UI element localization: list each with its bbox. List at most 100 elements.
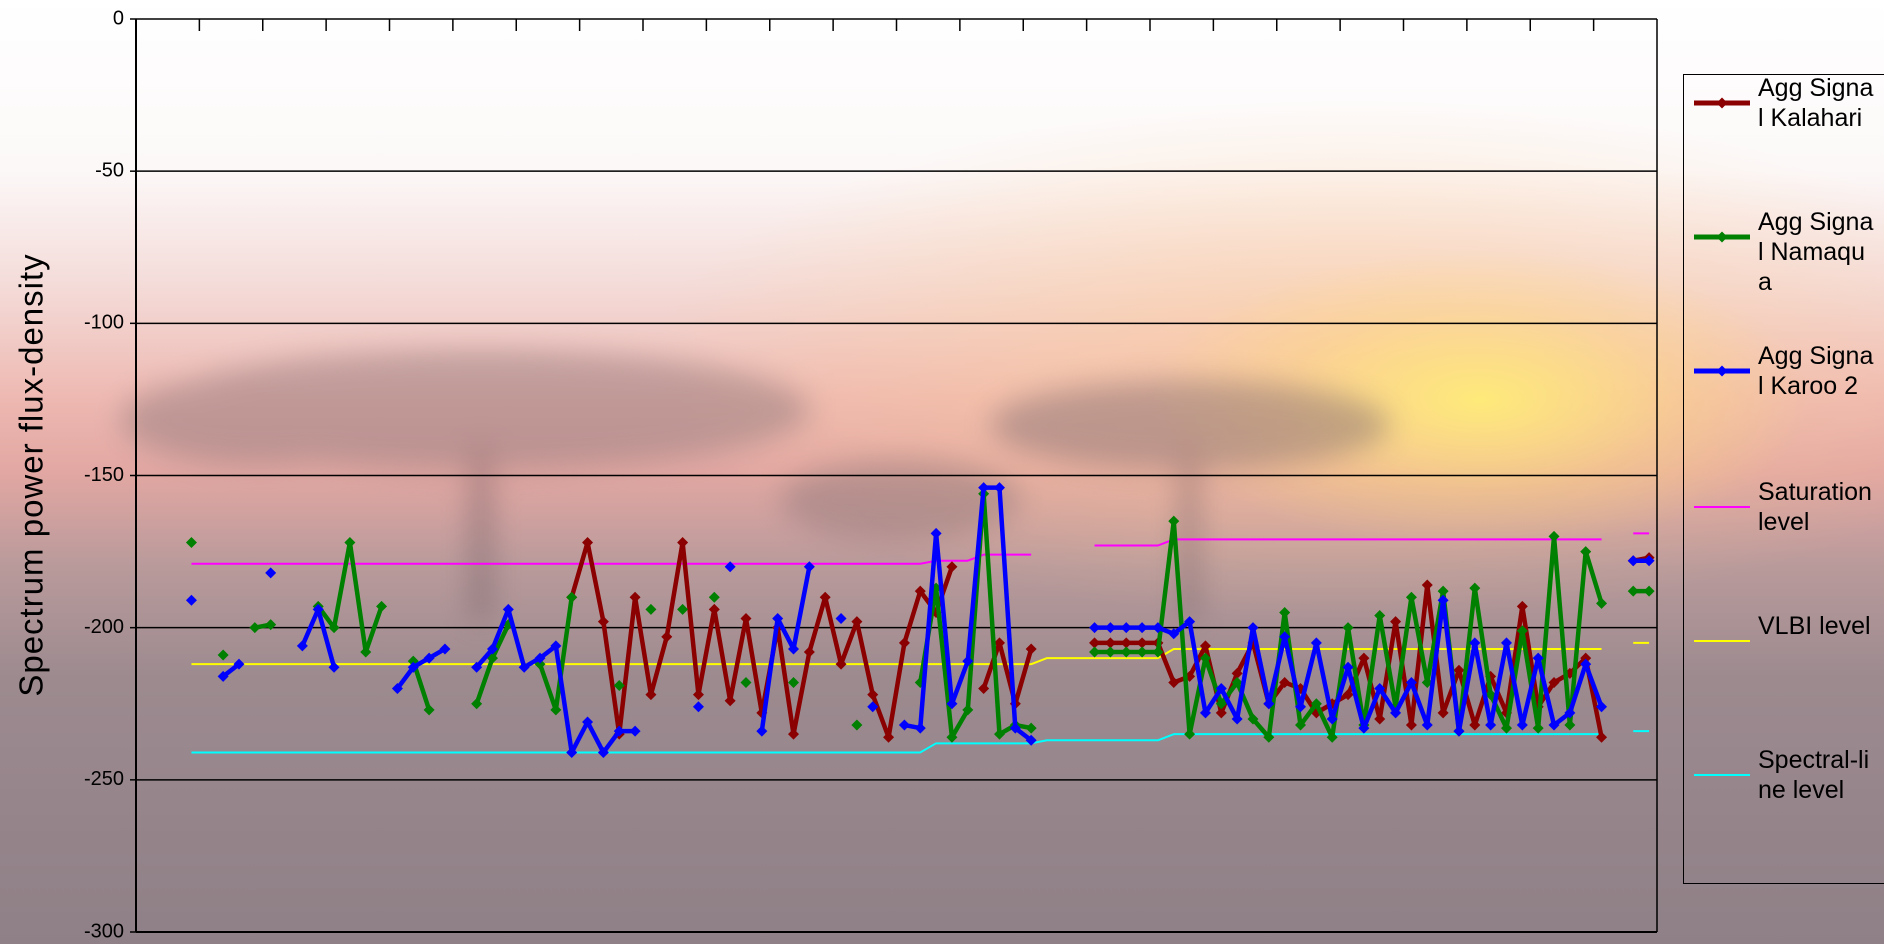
data-point <box>265 567 276 578</box>
y-tick-label: -300 <box>84 920 124 942</box>
data-point <box>693 701 704 712</box>
data-point <box>677 537 688 548</box>
data-point <box>265 619 276 630</box>
data-point <box>899 720 910 731</box>
y-tick-label: -100 <box>84 312 124 334</box>
data-point <box>788 677 799 688</box>
data-point <box>1184 729 1195 740</box>
data-point <box>1105 647 1116 658</box>
data-point <box>471 698 482 709</box>
data-point <box>249 622 260 633</box>
data-point <box>1311 637 1322 648</box>
legend-marker <box>1717 232 1728 243</box>
legend-marker <box>1717 366 1728 377</box>
data-point <box>582 537 593 548</box>
data-point <box>1438 707 1449 718</box>
data-point <box>1121 647 1132 658</box>
legend-label: VLBI level <box>1758 611 1878 641</box>
page: Spectrum power flux-density 0-50-100-150… <box>0 0 1884 944</box>
legend-swatch <box>1690 761 1754 791</box>
data-point <box>1121 622 1132 633</box>
data-point <box>1406 720 1417 731</box>
data-point <box>1564 720 1575 731</box>
legend-swatch <box>1690 357 1754 387</box>
data-point <box>725 695 736 706</box>
data-point <box>867 689 878 700</box>
data-point <box>1279 607 1290 618</box>
legend-label: Agg Signal Kalahari <box>1758 73 1878 133</box>
data-point <box>360 647 371 658</box>
data-point <box>1469 720 1480 731</box>
data-point <box>1374 610 1385 621</box>
legend-label: Saturation level <box>1758 477 1878 537</box>
data-point <box>376 601 387 612</box>
data-point <box>1453 665 1464 676</box>
data-point <box>1628 586 1639 597</box>
data-point <box>186 537 197 548</box>
data-point <box>836 613 847 624</box>
data-point <box>851 720 862 731</box>
legend-swatch <box>1690 89 1754 119</box>
data-point <box>883 732 894 743</box>
data-point <box>1501 637 1512 648</box>
y-tick-label: 0 <box>113 7 124 29</box>
y-axis-title: Spectrum power flux-density <box>13 253 50 696</box>
data-point <box>1580 546 1591 557</box>
tree <box>120 375 400 465</box>
legend-entry: VLBI level <box>1690 627 1884 747</box>
data-point <box>1089 647 1100 658</box>
data-point <box>1485 720 1496 731</box>
data-point <box>788 729 799 740</box>
data-point <box>851 616 862 627</box>
data-point <box>1105 622 1116 633</box>
data-point <box>218 650 229 661</box>
data-point <box>424 704 435 715</box>
data-point <box>740 677 751 688</box>
y-tick-label: -50 <box>95 159 124 181</box>
series-line <box>984 643 1032 704</box>
data-point <box>1533 723 1544 734</box>
tree-silhouettes <box>120 350 1390 620</box>
data-point <box>836 659 847 670</box>
data-point <box>804 647 815 658</box>
legend-entry: Agg Signal Karoo 2 <box>1690 357 1884 477</box>
y-tick-label: -200 <box>84 616 124 638</box>
legend-entry: Agg Signal Namaqua <box>1690 223 1884 343</box>
data-point <box>1137 647 1148 658</box>
data-point <box>693 689 704 700</box>
data-point <box>1026 723 1037 734</box>
data-point <box>1343 622 1354 633</box>
data-point <box>645 604 656 615</box>
data-point <box>1247 622 1258 633</box>
legend-marker <box>1717 98 1728 109</box>
data-point <box>630 592 641 603</box>
data-point <box>1168 516 1179 527</box>
data-point <box>677 604 688 615</box>
data-point <box>978 683 989 694</box>
legend-swatch <box>1690 223 1754 253</box>
legend-label: Agg Signal Namaqua <box>1758 207 1878 297</box>
level-line <box>191 734 1601 752</box>
data-point <box>915 723 926 734</box>
data-point <box>630 726 641 737</box>
data-point <box>1628 555 1639 566</box>
legend-entry: Agg Signal Kalahari <box>1690 89 1884 209</box>
data-point <box>740 613 751 624</box>
data-point <box>344 537 355 548</box>
data-point <box>709 592 720 603</box>
data-point <box>1374 713 1385 724</box>
data-point <box>1406 592 1417 603</box>
data-point <box>550 704 561 715</box>
y-tick-label: -250 <box>84 768 124 790</box>
trunk <box>1180 440 1198 620</box>
data-point <box>1026 643 1037 654</box>
chart: Spectrum power flux-density 0-50-100-150… <box>0 0 1884 944</box>
legend-swatch <box>1690 493 1754 523</box>
legend-swatch <box>1690 627 1754 657</box>
data-point <box>1517 601 1528 612</box>
data-point <box>1517 720 1528 731</box>
data-point <box>1422 580 1433 591</box>
data-point <box>186 595 197 606</box>
data-point <box>1137 622 1148 633</box>
